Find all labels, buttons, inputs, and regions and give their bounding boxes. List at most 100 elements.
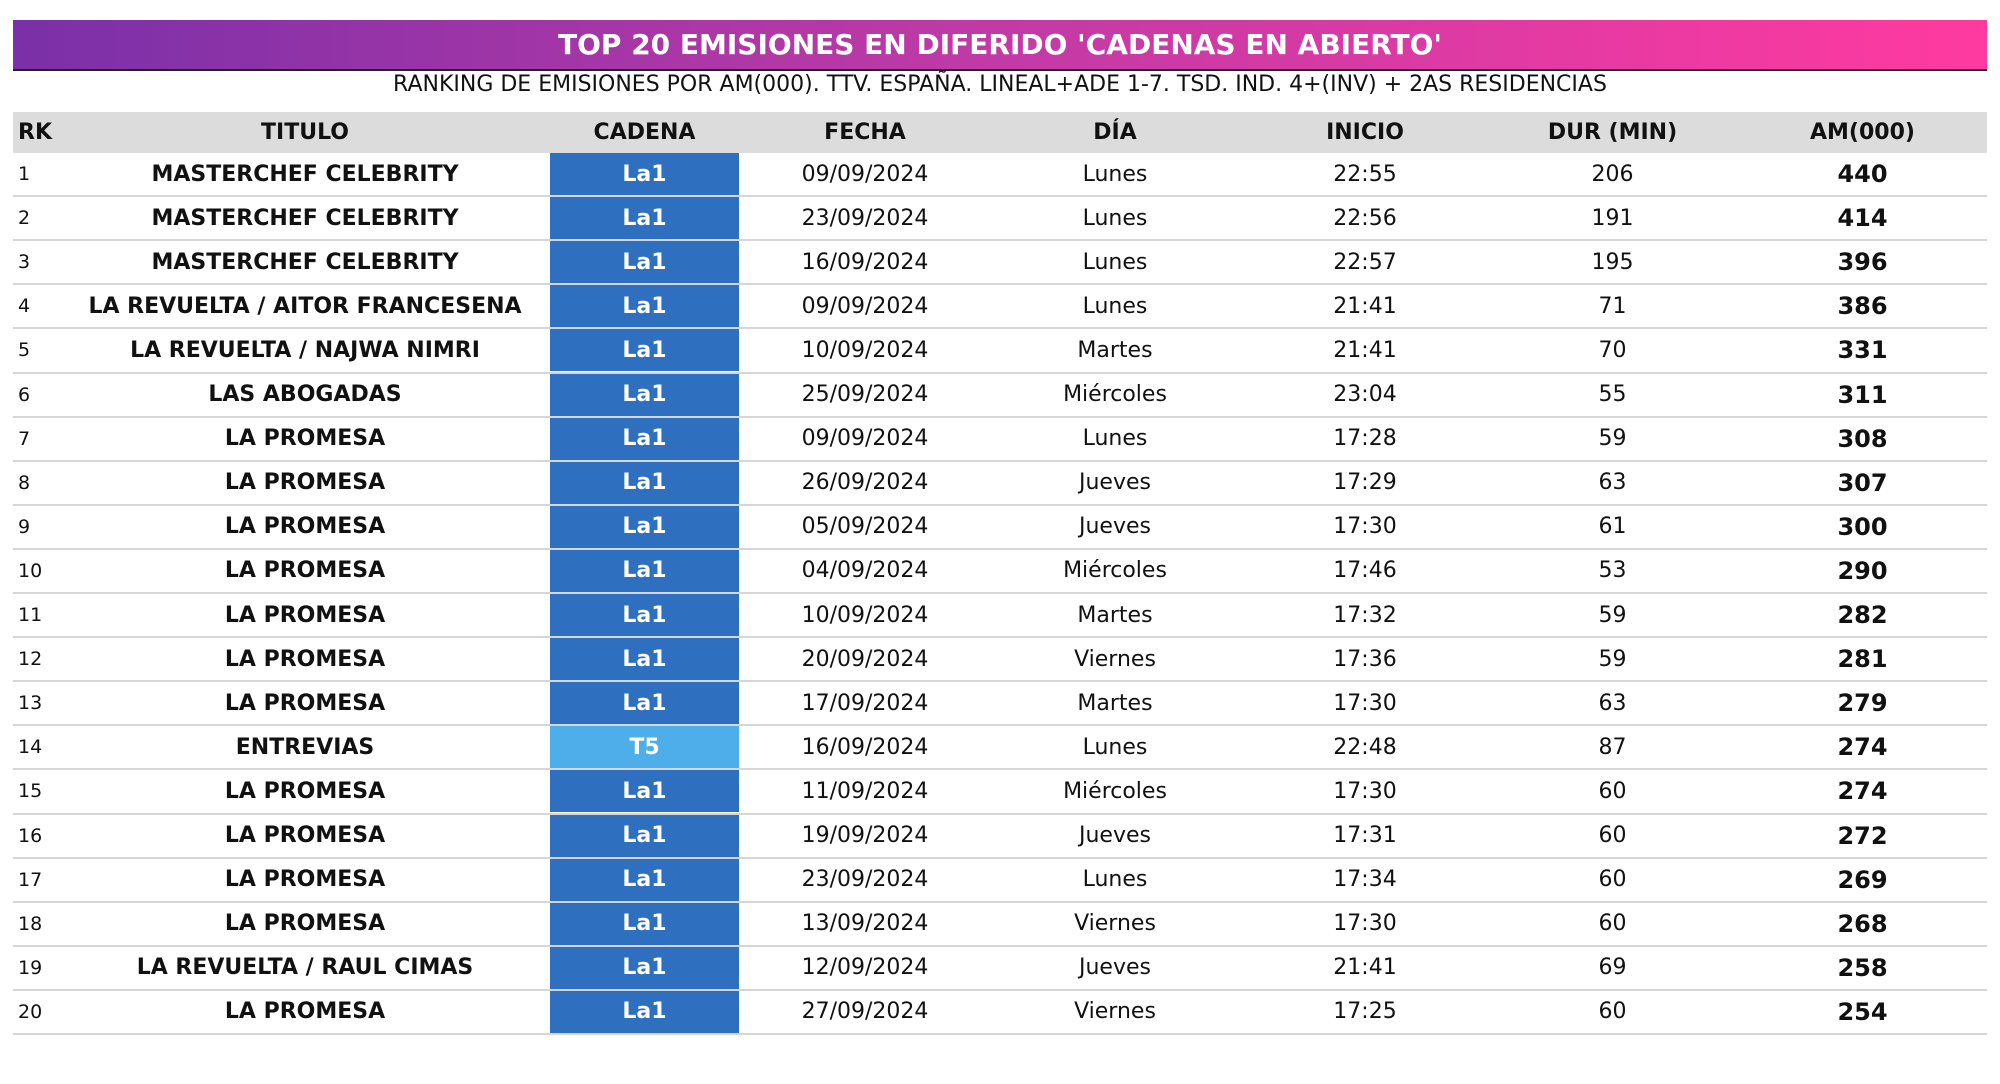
duracion: 61: [1598, 514, 1627, 540]
inicio: 22:48: [1333, 734, 1397, 760]
dia: Jueves: [1079, 955, 1151, 981]
inicio: 22:56: [1333, 205, 1397, 231]
fecha: 04/09/2024: [801, 558, 929, 584]
row-divider: [13, 900, 1987, 903]
duracion: 71: [1598, 293, 1627, 319]
cadena: La1: [550, 417, 739, 460]
audiencia: 396: [1837, 248, 1888, 277]
rank: 5: [18, 339, 31, 362]
row-divider: [13, 195, 1987, 198]
audiencia: 281: [1837, 645, 1888, 674]
fecha: 16/09/2024: [801, 249, 929, 275]
inicio: 17:30: [1333, 514, 1397, 540]
fecha: 25/09/2024: [801, 382, 929, 408]
fecha: 13/09/2024: [801, 911, 929, 937]
dia: Miércoles: [1063, 558, 1167, 584]
row-divider: [13, 239, 1987, 242]
titulo: LA PROMESA: [224, 911, 386, 937]
cadena: La1: [550, 858, 739, 901]
fecha: 09/09/2024: [801, 426, 929, 452]
fecha: 23/09/2024: [801, 205, 929, 231]
rank: 4: [18, 295, 31, 318]
dia: Viernes: [1074, 646, 1156, 672]
audiencia: 282: [1837, 601, 1888, 630]
duracion: 59: [1598, 602, 1627, 628]
rank: 17: [18, 868, 43, 891]
cadena: La1: [550, 505, 739, 548]
dia: Jueves: [1079, 470, 1151, 496]
dia: Lunes: [1082, 249, 1148, 275]
cadena: La1: [550, 153, 739, 196]
titulo: LA PROMESA: [224, 602, 386, 628]
duracion: 59: [1598, 426, 1627, 452]
rank: 3: [18, 251, 31, 274]
dia: Martes: [1077, 690, 1153, 716]
cadena: La1: [550, 549, 739, 592]
rank: 19: [18, 956, 43, 979]
column-header: TITULO: [261, 120, 349, 145]
column-header: CADENA: [593, 120, 696, 145]
rank: 12: [18, 648, 43, 671]
audiencia: 414: [1837, 204, 1888, 233]
audiencia: 274: [1837, 777, 1888, 806]
duracion: 63: [1598, 470, 1627, 496]
audiencia: 308: [1837, 424, 1888, 453]
dia: Lunes: [1082, 867, 1148, 893]
titulo: MASTERCHEF CELEBRITY: [151, 249, 459, 275]
fecha: 16/09/2024: [801, 734, 929, 760]
duracion: 60: [1598, 911, 1627, 937]
dia: Lunes: [1082, 205, 1148, 231]
rank: 7: [18, 427, 31, 450]
duracion: 69: [1598, 955, 1627, 981]
fecha: 10/09/2024: [801, 337, 929, 363]
inicio: 22:57: [1333, 249, 1397, 275]
audiencia: 258: [1837, 953, 1888, 982]
duracion: 60: [1598, 999, 1627, 1025]
row-divider: [13, 812, 1987, 815]
cadena: La1: [550, 770, 739, 813]
title: TOP 20 EMISIONES EN DIFERIDO 'CADENAS EN…: [558, 28, 1442, 61]
audiencia: 331: [1837, 336, 1888, 365]
titulo: LA REVUELTA / NAJWA NIMRI: [130, 337, 480, 363]
titulo: LA REVUELTA / AITOR FRANCESENA: [88, 293, 522, 319]
row-divider: [13, 547, 1987, 550]
row-divider: [13, 856, 1987, 859]
titulo: MASTERCHEF CELEBRITY: [151, 161, 459, 187]
dia: Lunes: [1082, 734, 1148, 760]
fecha: 11/09/2024: [801, 778, 929, 804]
column-header: DUR (MIN): [1547, 120, 1678, 145]
subtitle: RANKING DE EMISIONES POR AM(000). TTV. E…: [393, 72, 1607, 97]
titulo: LA PROMESA: [224, 999, 386, 1025]
rank: 11: [18, 604, 43, 627]
cadena: La1: [550, 373, 739, 416]
fecha: 20/09/2024: [801, 646, 929, 672]
titulo: LA PROMESA: [224, 778, 386, 804]
rank: 8: [18, 471, 31, 494]
column-header: DÍA: [1093, 120, 1137, 145]
audiencia: 440: [1837, 160, 1888, 189]
inicio: 17:25: [1333, 999, 1397, 1025]
titulo: LA PROMESA: [224, 646, 386, 672]
row-divider: [13, 724, 1987, 727]
titulo: LA PROMESA: [224, 690, 386, 716]
inicio: 17:32: [1333, 602, 1397, 628]
title-bar: TOP 20 EMISIONES EN DIFERIDO 'CADENAS EN…: [13, 20, 1987, 71]
rank: 15: [18, 780, 43, 803]
audiencia: 300: [1837, 512, 1888, 541]
inicio: 21:41: [1333, 955, 1397, 981]
rank: 6: [18, 383, 31, 406]
rank: 16: [18, 824, 43, 847]
fecha: 19/09/2024: [801, 823, 929, 849]
dia: Martes: [1077, 602, 1153, 628]
column-header: AM(000): [1810, 120, 1915, 145]
audiencia: 279: [1837, 689, 1888, 718]
audiencia: 274: [1837, 733, 1888, 762]
cadena: La1: [550, 329, 739, 372]
duracion: 60: [1598, 778, 1627, 804]
rank: 2: [18, 207, 31, 230]
row-divider: [13, 636, 1987, 639]
row-divider: [13, 768, 1987, 771]
inicio: 17:36: [1333, 646, 1397, 672]
titulo: LA PROMESA: [224, 470, 386, 496]
fecha: 27/09/2024: [801, 999, 929, 1025]
